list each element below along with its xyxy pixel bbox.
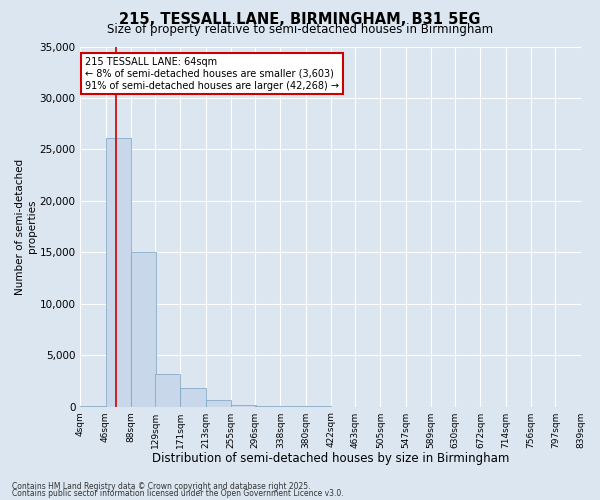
Bar xyxy=(155,374,181,406)
Bar xyxy=(206,400,231,406)
Text: Contains public sector information licensed under the Open Government Licence v3: Contains public sector information licen… xyxy=(12,490,344,498)
Text: 215, TESSALL LANE, BIRMINGHAM, B31 5EG: 215, TESSALL LANE, BIRMINGHAM, B31 5EG xyxy=(119,12,481,28)
Text: 215 TESSALL LANE: 64sqm
← 8% of semi-detached houses are smaller (3,603)
91% of : 215 TESSALL LANE: 64sqm ← 8% of semi-det… xyxy=(85,58,340,90)
Text: Contains HM Land Registry data © Crown copyright and database right 2025.: Contains HM Land Registry data © Crown c… xyxy=(12,482,311,491)
Bar xyxy=(181,388,206,406)
Bar xyxy=(106,138,131,406)
Bar xyxy=(131,252,156,406)
Text: Size of property relative to semi-detached houses in Birmingham: Size of property relative to semi-detach… xyxy=(107,22,493,36)
X-axis label: Distribution of semi-detached houses by size in Birmingham: Distribution of semi-detached houses by … xyxy=(152,452,509,465)
Bar xyxy=(231,404,256,406)
Y-axis label: Number of semi-detached
properties: Number of semi-detached properties xyxy=(15,158,37,294)
